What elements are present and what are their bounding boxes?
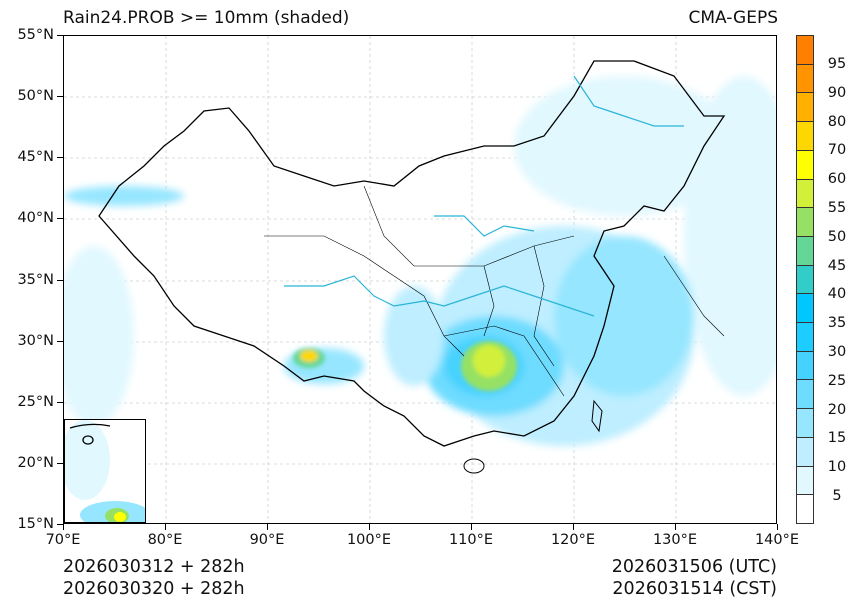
x-tick [675,524,676,530]
colorbar-segment [797,265,813,295]
x-tick-label: 110°E [448,532,494,548]
precip-map [64,36,776,523]
colorbar-label: 90 [827,85,847,101]
colorbar-segment [797,351,813,381]
colorbar-label: 50 [827,229,847,245]
y-tick-label: 25°N [17,394,54,410]
init-time-cst: 2026030320 + 282h [63,579,245,599]
x-tick-label: 70°E [45,532,81,548]
colorbar-segment [797,36,813,65]
colorbar-label: 15 [827,430,847,446]
y-tick [57,280,63,281]
y-tick [57,463,63,464]
x-tick [369,524,370,530]
y-tick [57,35,63,36]
colorbar-label: 30 [827,344,847,360]
colorbar-label: 60 [827,171,847,187]
colorbar-label: 10 [827,459,847,475]
colorbar-label: 70 [827,142,847,158]
valid-time-utc: 2026031506 (UTC) [611,557,777,577]
colorbar-segment [797,380,813,410]
y-tick [57,341,63,342]
south-china-sea-inset [64,419,146,523]
x-tick [165,524,166,530]
colorbar-label: 95 [827,56,847,72]
colorbar-label: 45 [827,258,847,274]
x-tick-label: 100°E [346,532,392,548]
colorbar-segment [797,294,813,324]
y-tick-label: 45°N [17,149,54,165]
colorbar-segment [797,236,813,266]
colorbar-label: 20 [827,402,847,418]
x-tick [777,524,778,530]
y-tick-label: 20°N [17,455,54,471]
valid-time-cst: 2026031514 (CST) [612,579,777,599]
y-tick [57,157,63,158]
y-tick-label: 40°N [17,210,54,226]
colorbar-segment [797,122,813,151]
y-tick-label: 35°N [17,272,54,288]
x-tick-label: 90°E [249,532,285,548]
colorbar-label: 35 [827,315,847,331]
y-tick [57,96,63,97]
colorbar-segment [797,466,813,496]
map-plot-area [63,35,777,524]
x-tick [573,524,574,530]
init-time-utc: 2026030312 + 282h [63,557,245,577]
colorbar-segment [797,409,813,438]
x-tick-label: 80°E [147,532,183,548]
colorbar [796,35,814,524]
y-tick-label: 30°N [17,333,54,349]
colorbar-label: 5 [832,488,842,504]
colorbar-label: 25 [827,373,847,389]
model-name: CMA-GEPS [688,8,778,28]
x-tick [267,524,268,530]
y-tick [57,524,63,525]
colorbar-label: 55 [827,200,847,216]
colorbar-segment [797,323,813,352]
y-tick [57,218,63,219]
y-tick-label: 55°N [17,27,54,43]
colorbar-segment [797,495,813,523]
inset-map [65,420,145,522]
x-tick-label: 120°E [550,532,596,548]
colorbar-segment [797,64,813,94]
y-tick-label: 15°N [17,516,54,532]
y-tick [57,402,63,403]
colorbar-segment [797,150,813,180]
x-tick-label: 140°E [754,532,800,548]
x-tick [63,524,64,530]
init-time-block: 2026030312 + 282h 2026030320 + 282h [63,556,245,600]
chart-title: Rain24.PROB >= 10mm (shaded) [63,8,350,28]
colorbar-segment [797,437,813,467]
colorbar-label: 40 [827,286,847,302]
colorbar-segment [797,179,813,209]
valid-time-block: 2026031506 (UTC) 2026031514 (CST) [612,556,777,600]
colorbar-segment [797,93,813,123]
colorbar-segment [797,208,813,237]
y-tick-label: 50°N [17,88,54,104]
x-tick [471,524,472,530]
colorbar-label: 80 [827,114,847,130]
x-tick-label: 130°E [652,532,698,548]
